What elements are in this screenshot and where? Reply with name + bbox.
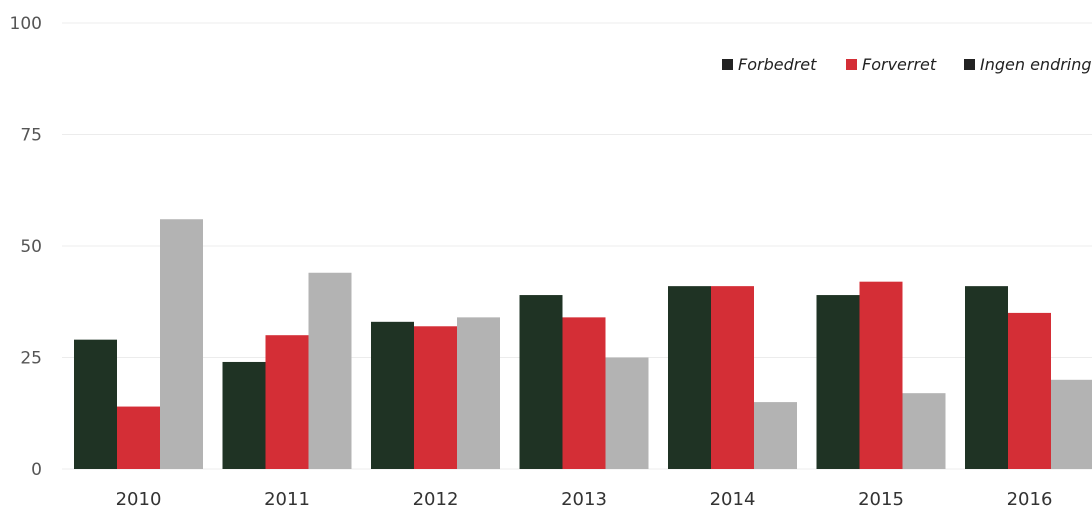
bar-forbedret-2016 (965, 286, 1008, 469)
bar-ingen-endring-2013 (605, 357, 649, 469)
bar-forverret-2011 (265, 335, 309, 469)
bar-forbedret-2013 (519, 295, 563, 469)
y-tick-label: 50 (20, 237, 42, 257)
legend-swatch (964, 59, 975, 70)
bar-forbedret-2015 (816, 295, 860, 469)
bars (74, 219, 1092, 469)
y-axis-ticks: 0 25 50 75 100 (10, 14, 42, 480)
x-tick-label: 2016 (1007, 489, 1053, 508)
bar-forbedret-2014 (668, 286, 711, 469)
x-tick-label: 2014 (710, 489, 756, 508)
bar-forverret-2010 (117, 406, 160, 469)
bar-ingen-endring-2012 (457, 317, 500, 469)
bar-forbedret-2012 (371, 321, 414, 469)
bar-forverret-2013 (562, 317, 606, 469)
x-tick-label: 2010 (116, 489, 162, 508)
bar-forverret-2014 (711, 286, 754, 469)
bar-forbedret-2010 (74, 339, 117, 469)
y-tick-label: 100 (10, 14, 42, 34)
bar-forverret-2012 (414, 326, 457, 469)
bar-forverret-2016 (1008, 312, 1051, 469)
x-tick-label: 2015 (858, 489, 904, 508)
legend-label: Forbedret (738, 55, 817, 74)
bar-forbedret-2011 (222, 361, 266, 469)
x-tick-label: 2012 (413, 489, 459, 508)
legend-swatch (722, 59, 733, 70)
legend: Forbedret Forverret Ingen endring (722, 55, 1092, 74)
bar-ingen-endring-2016 (1051, 379, 1092, 469)
x-axis-ticks: 2010 2011 2012 2013 2014 2015 2016 (116, 489, 1053, 508)
legend-label: Ingen endring (980, 55, 1092, 74)
x-tick-label: 2013 (561, 489, 607, 508)
legend-swatch (846, 59, 857, 70)
legend-label: Forverret (862, 55, 937, 74)
bar-ingen-endring-2015 (902, 393, 946, 469)
y-tick-label: 0 (31, 460, 42, 480)
y-tick-label: 75 (20, 126, 42, 146)
bar-forverret-2015 (859, 281, 903, 469)
x-tick-label: 2011 (264, 489, 310, 508)
bar-ingen-endring-2010 (160, 219, 203, 469)
bar-ingen-endring-2011 (308, 272, 352, 469)
y-tick-label: 25 (20, 349, 42, 369)
bar-ingen-endring-2014 (754, 402, 797, 469)
